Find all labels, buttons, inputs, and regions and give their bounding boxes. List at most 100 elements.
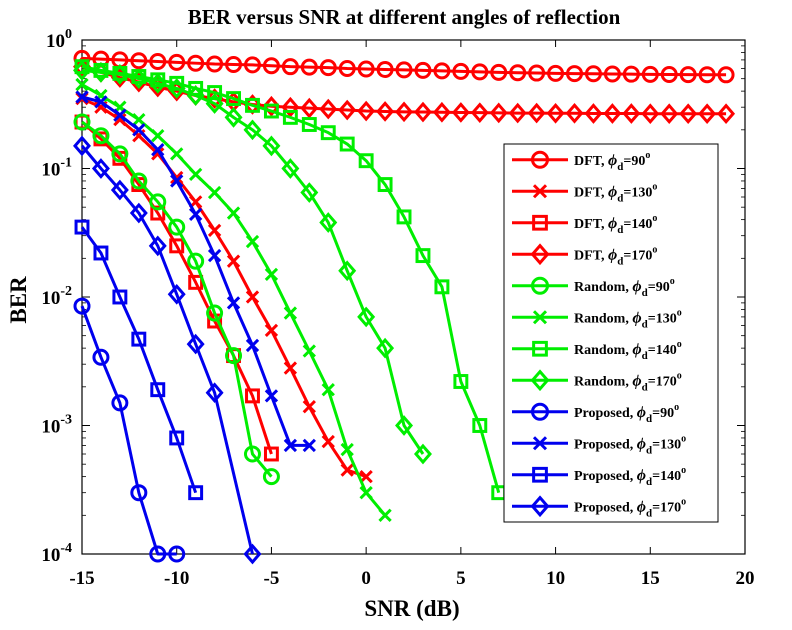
data-point [565,102,584,124]
legend-angle: 130 [631,185,652,200]
data-point [319,212,338,233]
y-tick-exponent: -1 [60,156,72,171]
legend-separator: , [601,248,608,263]
x-tick-label: 20 [736,568,755,589]
data-point [188,274,204,290]
data-point [150,382,166,398]
legend-phi-symbol: ϕ [637,467,646,484]
data-point [357,60,375,78]
data-point [452,62,470,80]
data-point [319,98,338,120]
legend-series-name: Random [574,374,626,389]
series-random-90 [73,113,280,486]
data-point [169,430,185,446]
data-point [359,486,373,500]
legend-degree: o [677,307,682,318]
series-line [80,226,198,494]
data-point [206,304,224,322]
data-point [74,219,90,235]
data-point [73,113,91,131]
legend-subscript: d [617,192,623,204]
legend-subscript: d [617,161,623,173]
data-point [207,85,223,100]
data-point [245,234,260,249]
data-point [321,383,335,397]
legend-marker [532,436,548,451]
x-tick-label: -5 [264,568,280,589]
data-point [377,177,393,193]
x-tick-label: 10 [546,568,565,589]
data-point [113,112,127,127]
series-random-170 [73,60,432,465]
legend-equals: = [648,343,656,358]
data-point [262,57,280,75]
legend-marker [531,276,549,295]
data-point [319,59,337,77]
data-point [340,463,354,477]
y-tick-exponent: -3 [60,413,72,428]
legend-degree: o [677,339,682,350]
data-point [300,97,319,119]
data-point [92,127,110,145]
data-point [207,223,222,238]
data-point [300,58,318,76]
data-point [225,55,243,73]
legend-separator: , [625,280,632,295]
data-point [188,167,203,182]
y-tick-label: 10-3 [41,413,72,438]
data-point [395,61,413,79]
data-point [188,485,204,501]
legend-item: Random, ϕd=90o [512,276,675,299]
data-point [489,102,508,124]
data-point [471,63,489,81]
data-point [131,331,147,347]
data-point [641,65,659,83]
legend-angle: 130 [656,311,677,326]
data-point [225,347,243,365]
legend-label: Proposed, ϕd=170o [574,496,686,519]
series-random-140 [74,59,507,501]
data-point [187,252,205,270]
data-point [226,206,241,220]
legend-series-name: Proposed [574,406,630,421]
x-tick-label: -15 [69,568,94,589]
data-point [263,103,279,119]
y-tick-exponent: -2 [60,284,72,299]
legend-equals: = [623,248,631,263]
data-point [359,469,373,484]
y-tick-base: 10 [41,160,60,181]
data-point [339,136,355,152]
data-point [169,238,185,254]
legend-item: Random, ϕd=130o [512,307,682,330]
data-point [546,102,565,124]
legend-phi-symbol: ϕ [637,404,646,421]
data-point [584,103,603,124]
legend-degree: o [674,402,679,413]
legend-item: Proposed, ϕd=170o [512,495,686,519]
data-point [396,209,412,225]
legend-phi-symbol: ϕ [632,372,641,389]
legend-separator: , [601,217,608,232]
y-axis-title: BER [6,276,31,324]
data-point [73,135,91,157]
data-point [73,60,91,81]
data-point [262,468,280,486]
legend-series-name: Random [574,280,626,295]
legend-marker [530,369,550,392]
legend-separator: , [630,406,637,421]
data-point [205,93,224,114]
data-point [186,333,205,355]
data-point [243,119,262,141]
series-proposed-130 [75,90,316,453]
legend-label: Proposed, ϕd=130o [574,433,686,456]
data-point [130,172,148,190]
data-point [167,78,186,99]
legend-degree: o [652,213,657,224]
legend-degree: o [681,496,686,507]
data-point [205,382,224,404]
data-point [338,99,357,121]
data-point [679,66,697,84]
legend-phi-symbol: ϕ [608,183,617,200]
data-point [264,323,279,338]
